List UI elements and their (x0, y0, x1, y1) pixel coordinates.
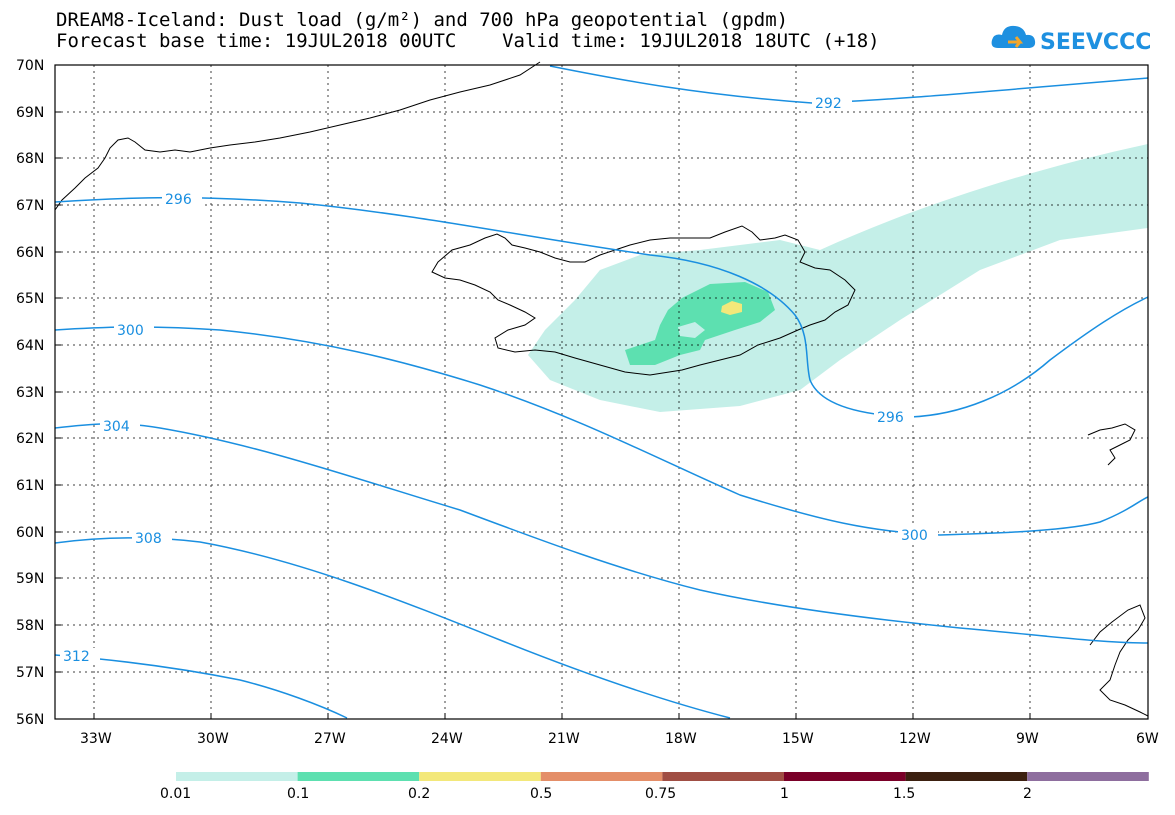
logo-text: SEEVCCC (1040, 30, 1151, 55)
tick-marks (55, 111, 1031, 719)
iceland-coast (431, 225, 856, 376)
map-title: DREAM8-Iceland: Dust load (g/m²) and 700… (56, 9, 789, 31)
lat-label: 59N (16, 571, 44, 587)
legend-swatch (662, 772, 784, 781)
lat-label: 69N (16, 105, 44, 121)
legend-label: 2 (1023, 786, 1032, 802)
scotland-coast (1089, 604, 1149, 717)
dust-area-0-01 (528, 144, 1148, 412)
graticule (55, 65, 1148, 719)
contour-304 (54, 423, 1149, 644)
contour-label-304: 304 (103, 419, 130, 435)
legend-label: 0.1 (287, 786, 309, 802)
legend-label: 0.5 (530, 786, 552, 802)
dust-area-0-01-inner (678, 322, 705, 338)
greenland-coast (54, 61, 541, 211)
faroe-coast (1087, 423, 1136, 466)
lat-label: 65N (16, 291, 44, 307)
lon-label: 18W (665, 731, 697, 747)
cloud-icon (991, 25, 1036, 48)
contour-label-296-east: 296 (877, 410, 904, 426)
legend-swatch (176, 772, 298, 781)
dust-area-0-2 (721, 301, 742, 315)
geopotential-contours (54, 65, 1149, 719)
lat-label: 68N (16, 151, 44, 167)
dust-load-map: 292 296 296 300 300 304 308 312 70N 69N … (16, 58, 1159, 747)
contour-296-a (54, 196, 1149, 418)
contour-label-300-west: 300 (117, 323, 144, 339)
lon-label: 9W (1016, 731, 1039, 747)
lon-label: 15W (782, 731, 814, 747)
legend-swatch (905, 772, 1028, 781)
lat-label: 58N (16, 618, 44, 634)
legend-labels: 0.01 0.1 0.2 0.5 0.75 1 1.5 2 (160, 786, 1032, 802)
legend-swatch (419, 772, 541, 781)
lat-label: 66N (16, 245, 44, 261)
contour-label-300-east: 300 (901, 528, 928, 544)
lon-label: 12W (899, 731, 931, 747)
lat-label: 62N (16, 431, 44, 447)
legend-swatch (784, 772, 906, 781)
lon-label: 30W (197, 731, 229, 747)
lat-label: 61N (16, 478, 44, 494)
legend-label: 0.75 (645, 786, 676, 802)
coastlines (54, 61, 1149, 717)
legend-swatch (297, 772, 420, 781)
seevccc-logo: SEEVCCC (991, 25, 1151, 55)
legend-swatch (1027, 772, 1149, 781)
legend-label: 1.5 (893, 786, 915, 802)
legend-label: 0.01 (160, 786, 191, 802)
lon-label: 33W (80, 731, 112, 747)
lat-label: 64N (16, 338, 44, 354)
lat-label: 57N (16, 665, 44, 681)
lon-label: 27W (314, 731, 346, 747)
contour-308 (54, 537, 731, 719)
lon-label: 6W (1136, 731, 1159, 747)
contour-312 (54, 654, 348, 719)
legend-bars (176, 772, 1149, 781)
legend-swatch (540, 772, 663, 781)
forecast-time-info: Forecast base time: 19JUL2018 00UTC Vali… (56, 30, 880, 52)
color-legend: 0.01 0.1 0.2 0.5 0.75 1 1.5 2 (160, 772, 1149, 802)
contour-label-296-west: 296 (165, 192, 192, 208)
contour-300-a (54, 326, 1149, 536)
latitude-labels: 70N 69N 68N 67N 66N 65N 64N 63N 62N 61N … (16, 58, 44, 728)
lat-label: 60N (16, 525, 44, 541)
longitude-labels: 33W 30W 27W 24W 21W 18W 15W 12W 9W 6W (80, 731, 1159, 747)
lat-label: 56N (16, 712, 44, 728)
lat-label: 63N (16, 385, 44, 401)
contour-label-312: 312 (63, 649, 90, 665)
dust-shading (528, 144, 1148, 412)
contour-label-292: 292 (815, 96, 842, 112)
legend-label: 1 (780, 786, 789, 802)
lon-label: 24W (431, 731, 463, 747)
contour-label-308: 308 (135, 531, 162, 547)
lat-label: 70N (16, 58, 44, 74)
legend-label: 0.2 (408, 786, 430, 802)
lon-label: 21W (548, 731, 580, 747)
lat-label: 67N (16, 198, 44, 214)
contour-labels: 292 296 296 300 300 304 308 312 (60, 95, 938, 665)
